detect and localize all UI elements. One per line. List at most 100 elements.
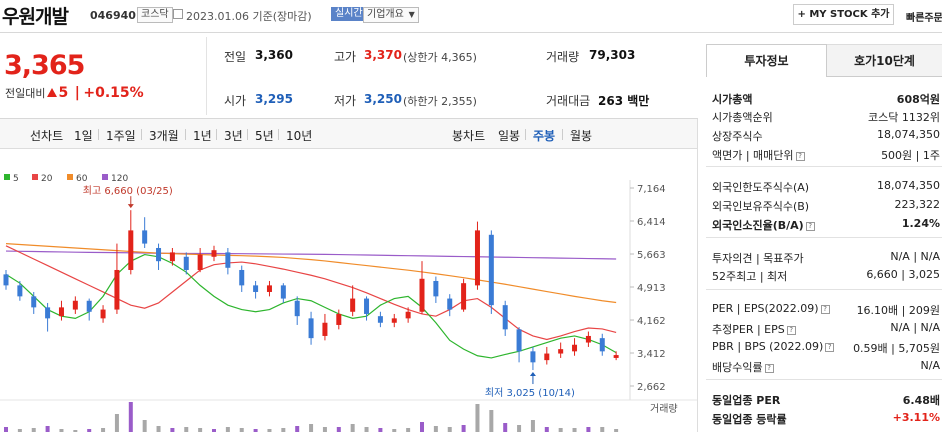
amount-label: 거래대금 [546,94,591,108]
volume-bar [59,429,64,432]
info-label: 투자의견 | 목표주가 [712,252,804,265]
line-chart-label: 선차트 [30,129,64,143]
candle-body [308,318,314,339]
legend-swatch [102,174,108,180]
volume-bar [114,414,119,432]
candle-body [114,269,120,310]
divider [206,37,207,115]
candle-body [45,307,51,319]
candle-body [294,300,300,317]
volume-bar [392,429,397,432]
tab-1year[interactable]: 1년 [193,129,212,143]
volume-bar [572,428,577,432]
tab-1week[interactable]: 1주일 [106,129,136,143]
low-value: 3,250 [364,92,402,106]
add-my-stock-button[interactable]: + MY STOCK 추가 [793,4,894,25]
info-value: 코스닥 1132위 [868,111,940,124]
help-icon[interactable]: ? [795,151,805,161]
y-tick-label: 2,662 [637,382,666,393]
tab-3year[interactable]: 3년 [224,129,243,143]
tab-1day[interactable]: 1일 [74,129,93,143]
tab-3month[interactable]: 3개월 [149,129,179,143]
volume-bar [586,427,591,432]
info-label: 배당수익률? [712,359,774,375]
quick-order-button[interactable]: 빠른주문 [906,13,942,24]
y-tick-label: 5,663 [637,250,666,261]
investment-info-panel: 투자정보 호가10단계 시가총액 608억원 시가총액순위 코스닥 1132위 상장주식… [706,44,942,432]
volume-bar [170,428,175,432]
candle-body [502,305,508,330]
info-label: 외국인한도주식수(A) [712,181,810,194]
volume-bar [364,427,369,432]
volume-bar [198,428,203,432]
candle-body [336,313,342,325]
y-tick-label: 4,913 [637,283,666,294]
info-label: 시가총액순위 [712,111,773,124]
volume-bar [4,427,8,432]
stock-header: 우원개발 046940 코스닥 2023.01.06 기준(장마감) 실시간 기… [0,0,942,30]
price-chart[interactable]: 7,164 6,414 5,663 4,913 4,162 3,412 2,662 5 20 60… [0,150,698,432]
candle-body [544,353,550,361]
volume-bar [295,426,300,432]
lower-limit: (하한가 2,355) [403,95,477,108]
candlestick-chart-svg: 7,164 6,414 5,663 4,913 4,162 3,412 2,662 5 20 60… [0,174,698,432]
help-icon[interactable]: ? [820,304,830,314]
candle-body [156,247,162,262]
info-value: 18,074,350 [877,179,940,192]
info-label: 52주최고 | 최저 [712,270,788,283]
info-label: 시가총액 [712,93,753,106]
candle-body [322,322,328,336]
candle-body [516,329,522,352]
tab-monthly-candle[interactable]: 월봉 [570,129,593,143]
ma5-line [5,253,617,359]
volume-bar [503,423,508,432]
tab-5year[interactable]: 5년 [255,129,274,143]
candle-body [72,300,78,310]
candle-body [391,318,397,323]
quote-date: 2023.01.06 기준(장마감) [186,10,312,23]
tab-daily-candle[interactable]: 일봉 [498,129,521,143]
volume-label: 거래량 [650,403,678,415]
info-label: 동일업종 PER [712,394,781,407]
candle-body [86,300,92,312]
low-arrow [529,372,536,377]
price-change: 전일대비 5 | +0.15% [5,85,144,101]
candle-body [461,283,467,310]
realtime-button[interactable]: 실시간 [331,7,367,21]
candle-body [100,309,106,319]
candle-body [530,351,536,363]
candle-body [433,280,439,297]
volume-bar [156,426,161,432]
tab-weekly-candle[interactable]: 주봉 [533,129,556,143]
info-label: PER | EPS(2022.09)? [712,302,830,315]
help-icon[interactable]: ? [786,325,796,335]
divider [0,32,942,33]
candle-body [405,311,411,319]
info-value: 18,074,350 [877,128,940,141]
info-value: N/A | N/A [890,250,940,263]
volume-bar [322,427,327,432]
candle-body [613,355,619,358]
company-overview-dropdown[interactable]: 기업개요 ▼ [363,7,419,23]
tab-investment-info[interactable]: 투자정보 [706,44,827,77]
info-label: 추정PER | EPS? [712,321,796,337]
info-value: 608억원 [896,93,940,106]
prev-close-value: 3,360 [255,48,293,62]
legend-swatch [67,174,73,180]
help-icon[interactable]: ? [805,221,815,231]
volume-bar [420,422,424,432]
tab-10year[interactable]: 10년 [286,129,313,143]
ma120-line [5,250,617,260]
volume-bar [267,429,272,432]
info-label: 외국인소진율(B/A)? [712,217,815,233]
volume-bar [517,425,522,432]
help-icon[interactable]: ? [764,363,774,373]
volume-bar [530,420,535,432]
volume-bar [600,427,605,432]
panel-divider [706,237,942,238]
tab-order-book[interactable]: 호가10단계 [827,44,942,77]
volume-value: 79,303 [589,48,636,62]
help-icon[interactable]: ? [825,342,835,352]
info-value: 6.48배 [902,394,940,407]
volume-label: 거래량 [546,50,580,64]
